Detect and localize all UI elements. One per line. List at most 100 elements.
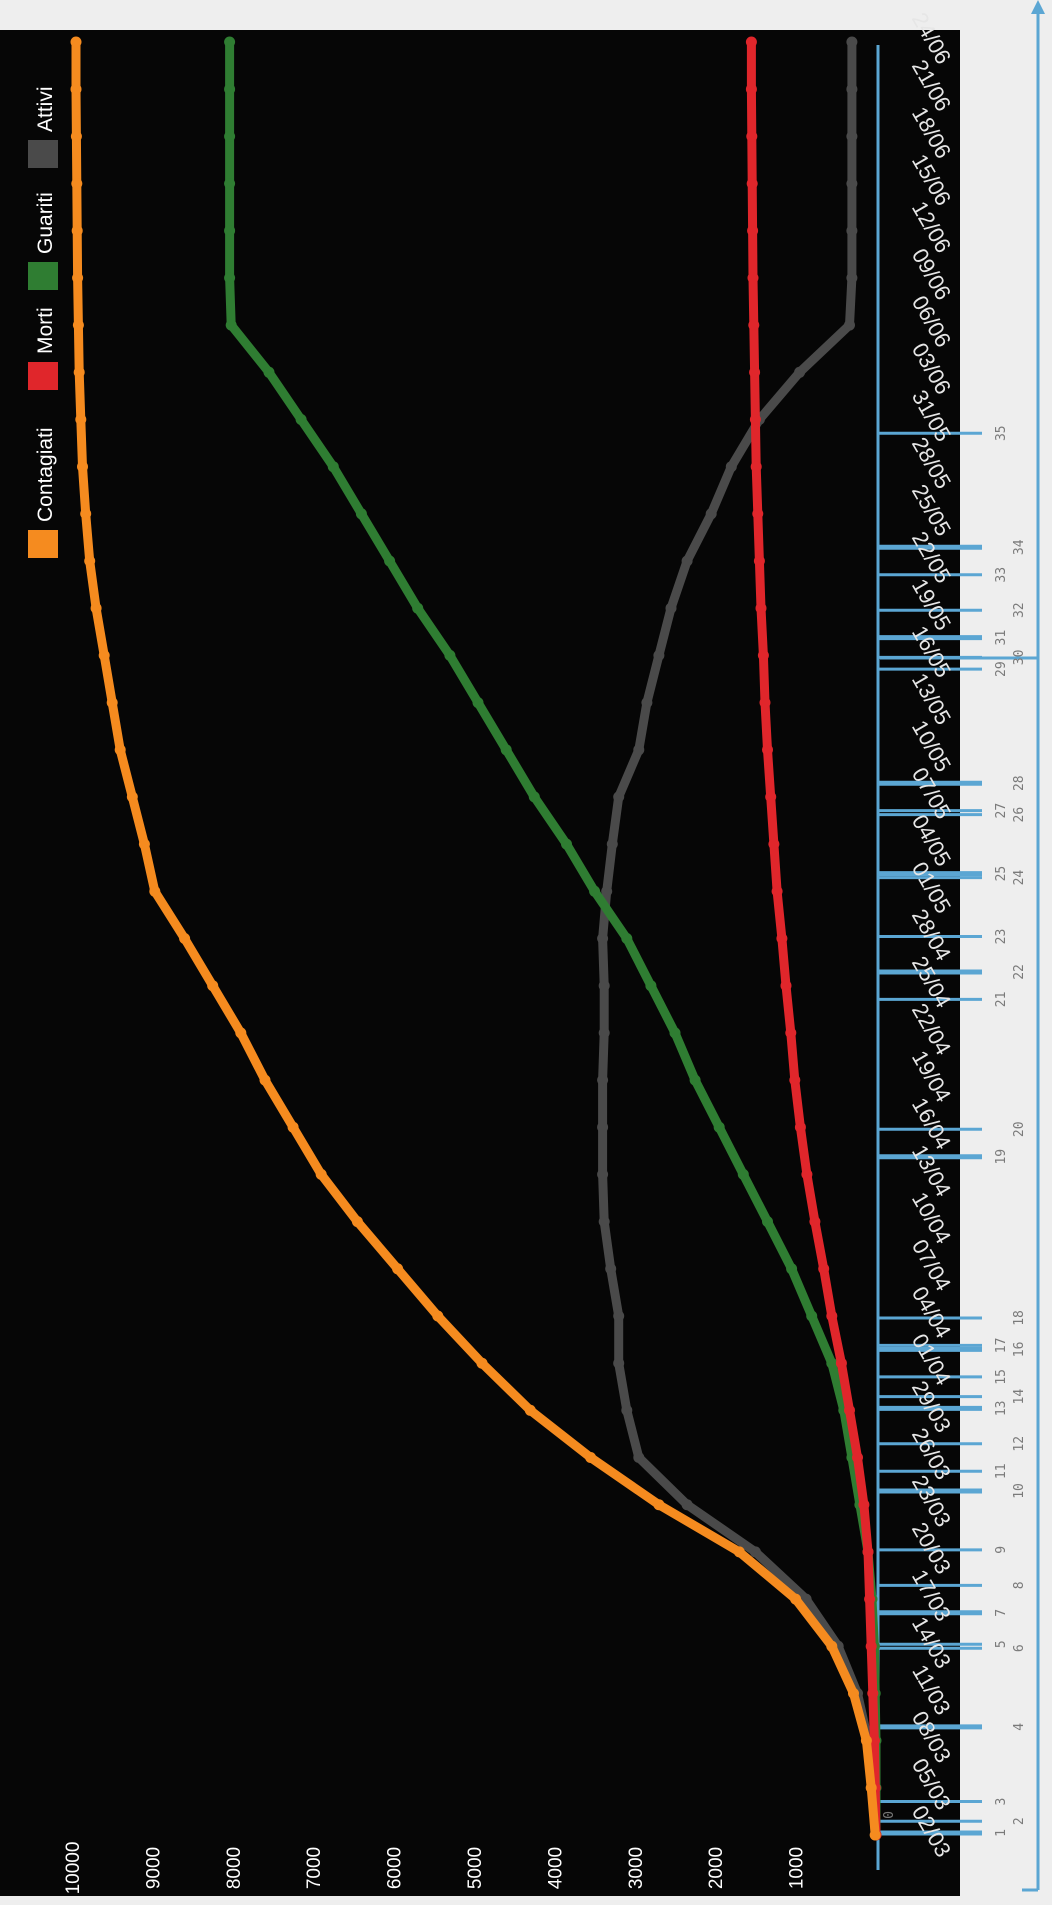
data-point-morti <box>867 1687 879 1699</box>
event-label: 27 <box>994 803 1009 819</box>
data-point-morti <box>868 1735 880 1747</box>
data-point-contagiati <box>77 461 88 473</box>
event-label: 15 <box>994 1369 1009 1385</box>
data-point-morti <box>747 225 759 237</box>
event-label: 16 <box>1012 1342 1027 1358</box>
event-label: 23 <box>994 929 1009 945</box>
event-label: 26 <box>1012 807 1027 823</box>
data-point-guariti <box>327 461 339 473</box>
data-point-contagiati <box>351 1216 363 1228</box>
data-point-attivi <box>633 1452 645 1463</box>
data-point-attivi <box>613 1357 625 1369</box>
data-point-guariti <box>806 1310 818 1322</box>
data-point-morti <box>826 1310 838 1322</box>
legend-item-contagiati: Contagiati <box>28 427 58 558</box>
event-label: 12 <box>1012 1436 1027 1452</box>
data-point-contagiati <box>126 791 138 803</box>
y-tick-label: 2000 <box>706 1847 727 1889</box>
event-label: 28 <box>1012 775 1027 791</box>
data-point-attivi <box>846 272 858 284</box>
data-point-contagiati <box>114 744 126 756</box>
data-point-morti <box>865 1640 877 1652</box>
data-point-guariti <box>589 885 601 897</box>
data-point-contagiati <box>70 130 82 142</box>
legend-label: Attivi <box>34 86 57 132</box>
data-point-attivi <box>846 225 858 237</box>
data-point-morti <box>780 980 792 992</box>
data-point-contagiati <box>84 555 96 567</box>
data-point-guariti <box>737 1168 749 1180</box>
data-point-morti <box>858 1499 870 1511</box>
data-point-guariti <box>224 178 236 190</box>
data-point-morti <box>771 885 783 897</box>
event-label: 9 <box>994 1546 1009 1554</box>
data-point-attivi <box>749 1546 761 1558</box>
data-point-morti <box>765 791 777 803</box>
data-point-contagiati <box>315 1168 327 1180</box>
data-point-contagiati <box>392 1263 404 1275</box>
data-point-morti <box>852 1452 863 1463</box>
event-label: 33 <box>994 567 1009 583</box>
data-point-guariti <box>786 1263 798 1275</box>
event-label: 5 <box>994 1640 1009 1648</box>
data-point-contagiati <box>90 602 102 614</box>
data-point-morti <box>757 649 769 661</box>
data-point-morti <box>749 414 761 425</box>
event-label: 11 <box>994 1463 1009 1479</box>
series-lines <box>70 36 882 1841</box>
event-markers: 0123456789101112131415161718192021222324… <box>876 0 1045 1892</box>
event-label: 30 <box>1012 650 1027 666</box>
data-point-guariti <box>263 366 275 378</box>
data-point-guariti <box>500 744 512 756</box>
data-point-morti <box>862 1546 874 1558</box>
data-point-attivi <box>613 791 625 803</box>
event-label: 32 <box>1012 602 1027 618</box>
y-tick-label: 4000 <box>545 1847 566 1889</box>
data-point-contagiati <box>72 272 84 284</box>
event-label: 7 <box>994 1609 1009 1617</box>
data-point-attivi <box>725 461 737 473</box>
legend-item-morti: Morti <box>28 307 58 390</box>
data-point-guariti <box>621 933 633 944</box>
y-tick-label: 6000 <box>385 1847 406 1889</box>
data-point-morti <box>748 319 760 331</box>
data-point-guariti <box>645 980 657 992</box>
data-point-morti <box>746 130 758 142</box>
data-point-morti <box>762 744 773 756</box>
data-point-attivi <box>846 178 858 190</box>
data-point-attivi <box>598 1027 610 1039</box>
data-point-guariti <box>528 791 540 803</box>
event-label: 18 <box>1012 1310 1027 1326</box>
plot-background <box>0 30 960 1896</box>
legend-item-guariti: Guariti <box>28 192 58 290</box>
data-point-guariti <box>224 83 236 95</box>
data-point-contagiati <box>524 1404 536 1416</box>
data-point-contagiati <box>287 1121 299 1133</box>
data-point-attivi <box>705 508 717 520</box>
data-point-contagiati <box>80 508 92 520</box>
event-label: 3 <box>994 1798 1009 1806</box>
event-label: 4 <box>1012 1723 1027 1731</box>
legend-item-attivi: Attivi <box>28 86 58 168</box>
data-point-morti <box>801 1168 813 1180</box>
legend-label: Morti <box>34 307 57 354</box>
data-point-guariti <box>669 1027 681 1039</box>
data-point-contagiati <box>138 838 150 850</box>
event-label: 21 <box>994 992 1009 1008</box>
data-point-attivi <box>597 1168 609 1180</box>
data-point-attivi <box>613 1310 625 1322</box>
legend-swatch <box>28 262 58 290</box>
data-point-morti <box>755 602 767 614</box>
data-point-contagiati <box>71 225 83 237</box>
data-point-attivi <box>681 555 693 567</box>
data-point-guariti <box>224 130 236 142</box>
event-label: 19 <box>994 1149 1009 1165</box>
data-point-morti <box>753 555 765 567</box>
data-point-attivi <box>621 1404 633 1416</box>
data-point-guariti <box>224 36 236 48</box>
data-point-contagiati <box>73 366 85 378</box>
data-point-guariti <box>295 414 307 425</box>
data-point-morti <box>750 461 762 473</box>
data-point-morti <box>794 1121 806 1133</box>
